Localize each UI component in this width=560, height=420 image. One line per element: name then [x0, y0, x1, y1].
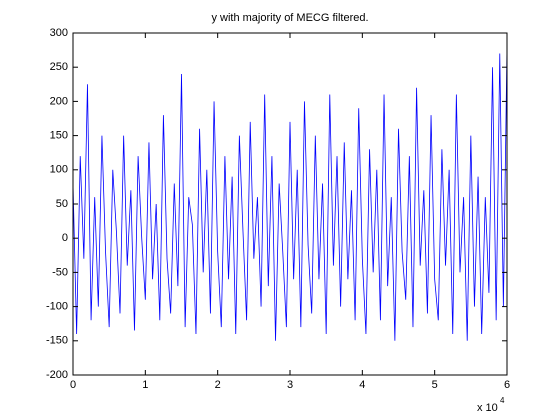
x-scale-base: x 10 [477, 402, 498, 414]
y-tick-label: 200 [50, 95, 68, 107]
y-tick-label: 100 [50, 164, 68, 176]
y-tick-label: 0 [62, 232, 68, 244]
axes-box [72, 32, 508, 376]
x-tick-label: 4 [359, 379, 365, 391]
signal-line [72, 46, 508, 341]
x-tick-label: 6 [504, 379, 510, 391]
x-tick-label: 2 [215, 379, 221, 391]
y-tick-label: 300 [50, 27, 68, 39]
y-tick-label: 250 [50, 61, 68, 73]
y-tick-label: -150 [46, 335, 68, 347]
y-tick-label: 50 [56, 198, 68, 210]
y-tick-label: -100 [46, 301, 68, 313]
x-tick-label: 1 [142, 379, 148, 391]
x-tick-label: 3 [287, 379, 293, 391]
x-tick-label: 0 [70, 379, 76, 391]
y-tick-label: -200 [46, 369, 68, 381]
x-tick-label: 5 [432, 379, 438, 391]
y-tick-label: -50 [52, 266, 68, 278]
axes-background [73, 33, 507, 375]
chart-title: y with majority of MECG filtered. [211, 12, 368, 24]
x-scale-exponent: 4 [500, 396, 505, 405]
y-tick-label: 150 [50, 130, 68, 142]
